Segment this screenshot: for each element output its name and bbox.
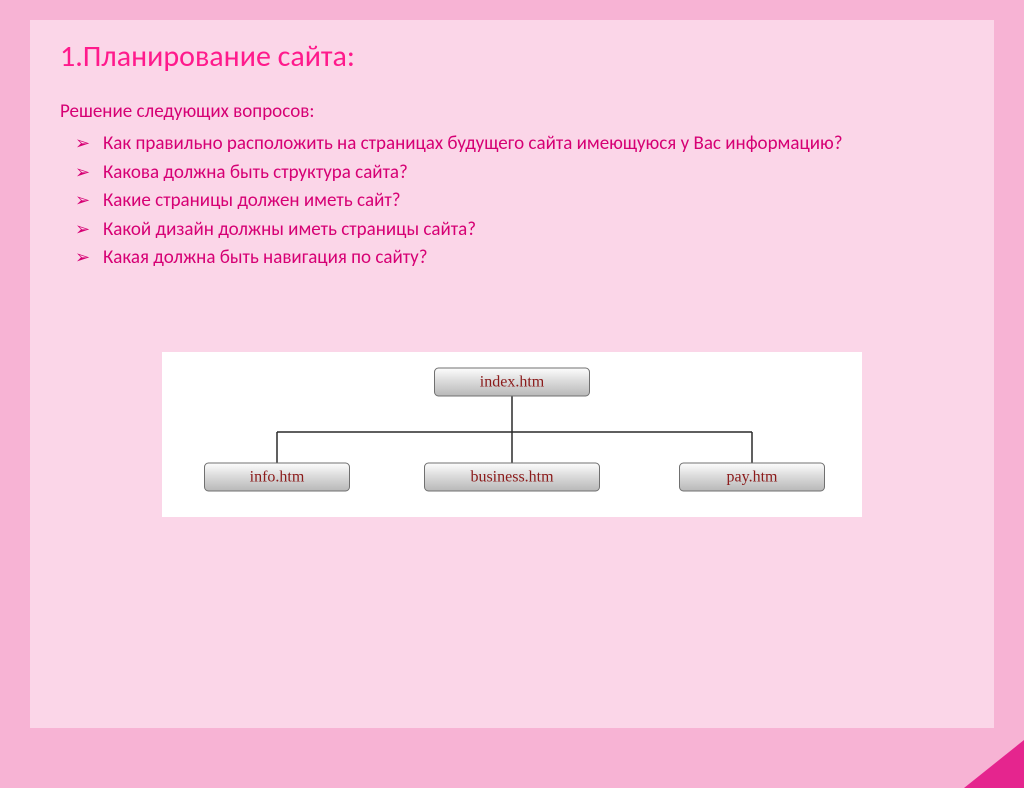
diagram-container: index.htm info.htm business.htm pay.htm xyxy=(162,352,862,517)
tree-node-label: business.htm xyxy=(470,469,554,486)
bullet-item: Какая должна быть навигация по сайту? xyxy=(75,245,964,272)
corner-accent xyxy=(964,740,1024,788)
tree-node-label: pay.htm xyxy=(727,469,779,486)
bullet-item: Какой дизайн должны иметь страницы сайта… xyxy=(75,217,964,244)
slide-content: 1.Планирование сайта: Решение следующих … xyxy=(30,20,994,728)
tree-node-label: index.htm xyxy=(480,374,545,391)
bullet-item: Как правильно расположить на страницах б… xyxy=(75,131,964,158)
slide-title: 1.Планирование сайта: xyxy=(60,38,964,75)
slide-subtitle: Решение следующих вопросов: xyxy=(60,100,964,123)
bullet-item: Какие страницы должен иметь сайт? xyxy=(75,188,964,215)
bullet-item: Какова должна быть структура сайта? xyxy=(75,160,964,187)
bullet-list: Как правильно расположить на страницах б… xyxy=(60,131,964,272)
tree-diagram: index.htm info.htm business.htm pay.htm xyxy=(162,352,862,517)
tree-node-label: info.htm xyxy=(250,469,305,486)
